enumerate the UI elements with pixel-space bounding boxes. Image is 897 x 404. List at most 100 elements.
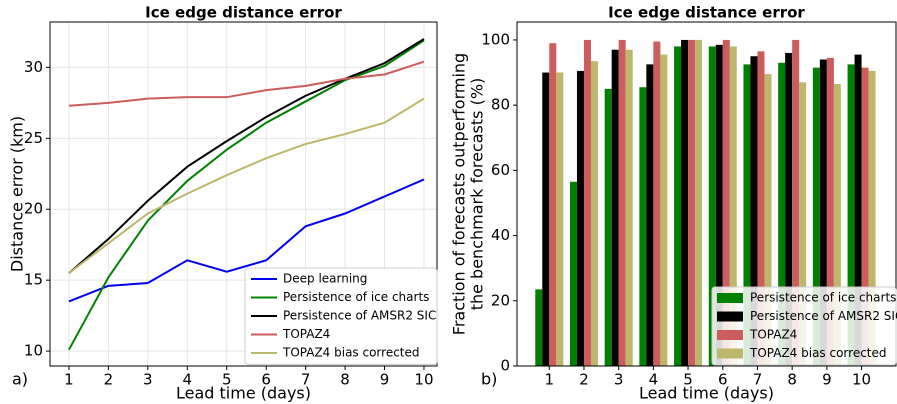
bar <box>743 64 751 367</box>
bar <box>861 67 869 366</box>
x-tick-label: 4 <box>183 371 193 389</box>
x-tick-label: 1 <box>64 371 74 389</box>
chart-title: Ice edge distance error <box>145 4 342 22</box>
y-tick-label: 20 <box>24 200 43 218</box>
x-tick-label: 2 <box>104 371 114 389</box>
x-tick-label: 9 <box>380 371 390 389</box>
bar <box>542 72 550 366</box>
x-tick-label: 3 <box>614 371 624 389</box>
bar <box>590 61 598 366</box>
legend-label: Persistence of ice charts <box>750 291 896 305</box>
x-tick-label: 1 <box>544 371 554 389</box>
legend-label: Persistence of AMSR2 SIC <box>750 309 897 323</box>
legend-label: Persistence of AMSR2 SIC <box>283 309 436 323</box>
bar <box>646 64 654 367</box>
bar <box>847 64 855 367</box>
x-tick-label: 7 <box>753 371 763 389</box>
bar <box>778 62 786 366</box>
bar <box>674 46 682 366</box>
legend-label: TOPAZ4 bias corrected <box>749 346 887 360</box>
y-tick-label: 80 <box>491 96 510 114</box>
x-tick-label: 7 <box>301 371 311 389</box>
y-tick-label: 30 <box>24 58 43 76</box>
legend-frame <box>244 267 438 365</box>
x-tick-label: 9 <box>822 371 832 389</box>
x-tick-label: 5 <box>683 371 693 389</box>
y-tick-label: 10 <box>24 342 43 360</box>
bar <box>618 39 626 366</box>
chart-title: Ice edge distance error <box>608 4 805 22</box>
bar <box>715 44 723 366</box>
x-tick-label: 2 <box>579 371 589 389</box>
legend: Persistence of ice charts Persistence of … <box>711 286 897 366</box>
y-axis-label: Distance error (km) <box>8 116 27 272</box>
bar <box>556 72 564 366</box>
x-tick-label: 5 <box>222 371 232 389</box>
y-tick-label: 0 <box>500 357 510 375</box>
bar <box>681 39 689 366</box>
bar <box>695 39 703 366</box>
line-series <box>68 60 425 107</box>
x-axis-label: Lead time (days) <box>639 384 774 403</box>
legend-label: TOPAZ4 <box>749 328 797 342</box>
y-axis-label: Fraction of forecasts outperforming <box>450 53 469 335</box>
legend-label: Persistence of ice charts <box>283 290 429 304</box>
bar <box>757 51 765 366</box>
y-tick-label: 40 <box>491 226 510 244</box>
x-tick-label: 3 <box>143 371 153 389</box>
bar <box>576 70 584 367</box>
bar <box>868 70 876 367</box>
panel-label: a) <box>12 370 28 389</box>
bar <box>549 43 557 367</box>
line-series <box>68 38 425 274</box>
bar <box>611 49 619 367</box>
bar <box>660 54 668 367</box>
bar <box>729 46 737 366</box>
legend-swatch <box>717 293 743 303</box>
y-tick-label: 25 <box>24 129 43 147</box>
x-tick-label: 6 <box>718 371 728 389</box>
x-tick-label: 8 <box>340 371 350 389</box>
bar <box>812 67 820 366</box>
legend-label: Deep learning <box>283 272 367 286</box>
x-tick-label: 4 <box>649 371 659 389</box>
bar <box>708 46 716 366</box>
x-tick-label: 8 <box>787 371 797 389</box>
plot-frame <box>49 21 438 367</box>
bar <box>785 52 793 366</box>
legend-label: TOPAZ4 bias corrected <box>282 346 420 360</box>
legend-swatch <box>717 330 743 340</box>
legend-swatch <box>717 311 743 322</box>
bar <box>535 289 543 366</box>
y-axis-label: the benchmark forecasts (%) <box>468 78 487 311</box>
x-axis-label: Lead time (days) <box>176 384 311 403</box>
line-series <box>68 178 425 303</box>
legend-label: TOPAZ4 <box>282 327 330 341</box>
bar <box>799 82 807 367</box>
bar <box>792 39 800 366</box>
bar <box>750 56 758 366</box>
y-tick-label: 60 <box>491 161 510 179</box>
bar <box>833 83 841 366</box>
y-tick-label: 100 <box>481 30 510 48</box>
bar <box>569 181 577 366</box>
legend-swatch <box>717 348 743 359</box>
line-series <box>68 97 425 274</box>
bar <box>764 74 772 366</box>
panel-label: b) <box>481 370 497 389</box>
bar <box>583 39 591 366</box>
legend: Deep learning Persistence of ice charts Pe… <box>244 267 438 365</box>
bar <box>625 49 633 367</box>
x-tick-label: 6 <box>261 371 271 389</box>
line-series <box>68 39 425 351</box>
bar <box>604 88 612 367</box>
x-tick-label: 10 <box>414 371 433 389</box>
x-tick-label: 10 <box>852 371 871 389</box>
y-tick-label: 20 <box>491 291 510 309</box>
bar <box>854 54 862 367</box>
plot-frame <box>516 21 897 367</box>
legend-frame <box>711 286 897 366</box>
y-tick-label: 15 <box>24 271 43 289</box>
bar <box>653 41 661 367</box>
